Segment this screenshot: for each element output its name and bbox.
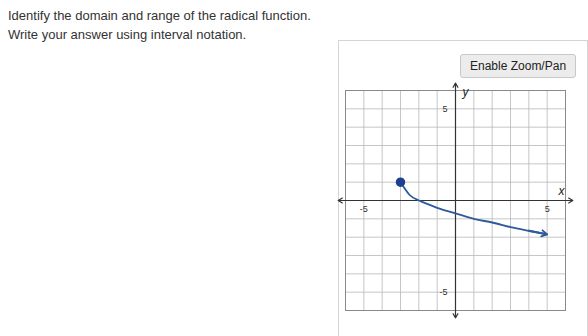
svg-text:-5: -5 [439, 287, 447, 297]
html-text:Enable Zoom/Pan: Enable Zoom/Pan [470, 59, 567, 73]
svg-text:5: 5 [545, 204, 550, 214]
html-text:Write your answer using interv: Write your answer using interval notatio… [8, 27, 247, 42]
svg-text:x: x [558, 184, 566, 198]
svg-text:5: 5 [442, 104, 447, 114]
html-text:Identify the domain and range: Identify the domain and range of the rad… [8, 8, 311, 23]
svg-text:-5: -5 [360, 204, 368, 214]
svg-text:y: y [462, 85, 470, 99]
